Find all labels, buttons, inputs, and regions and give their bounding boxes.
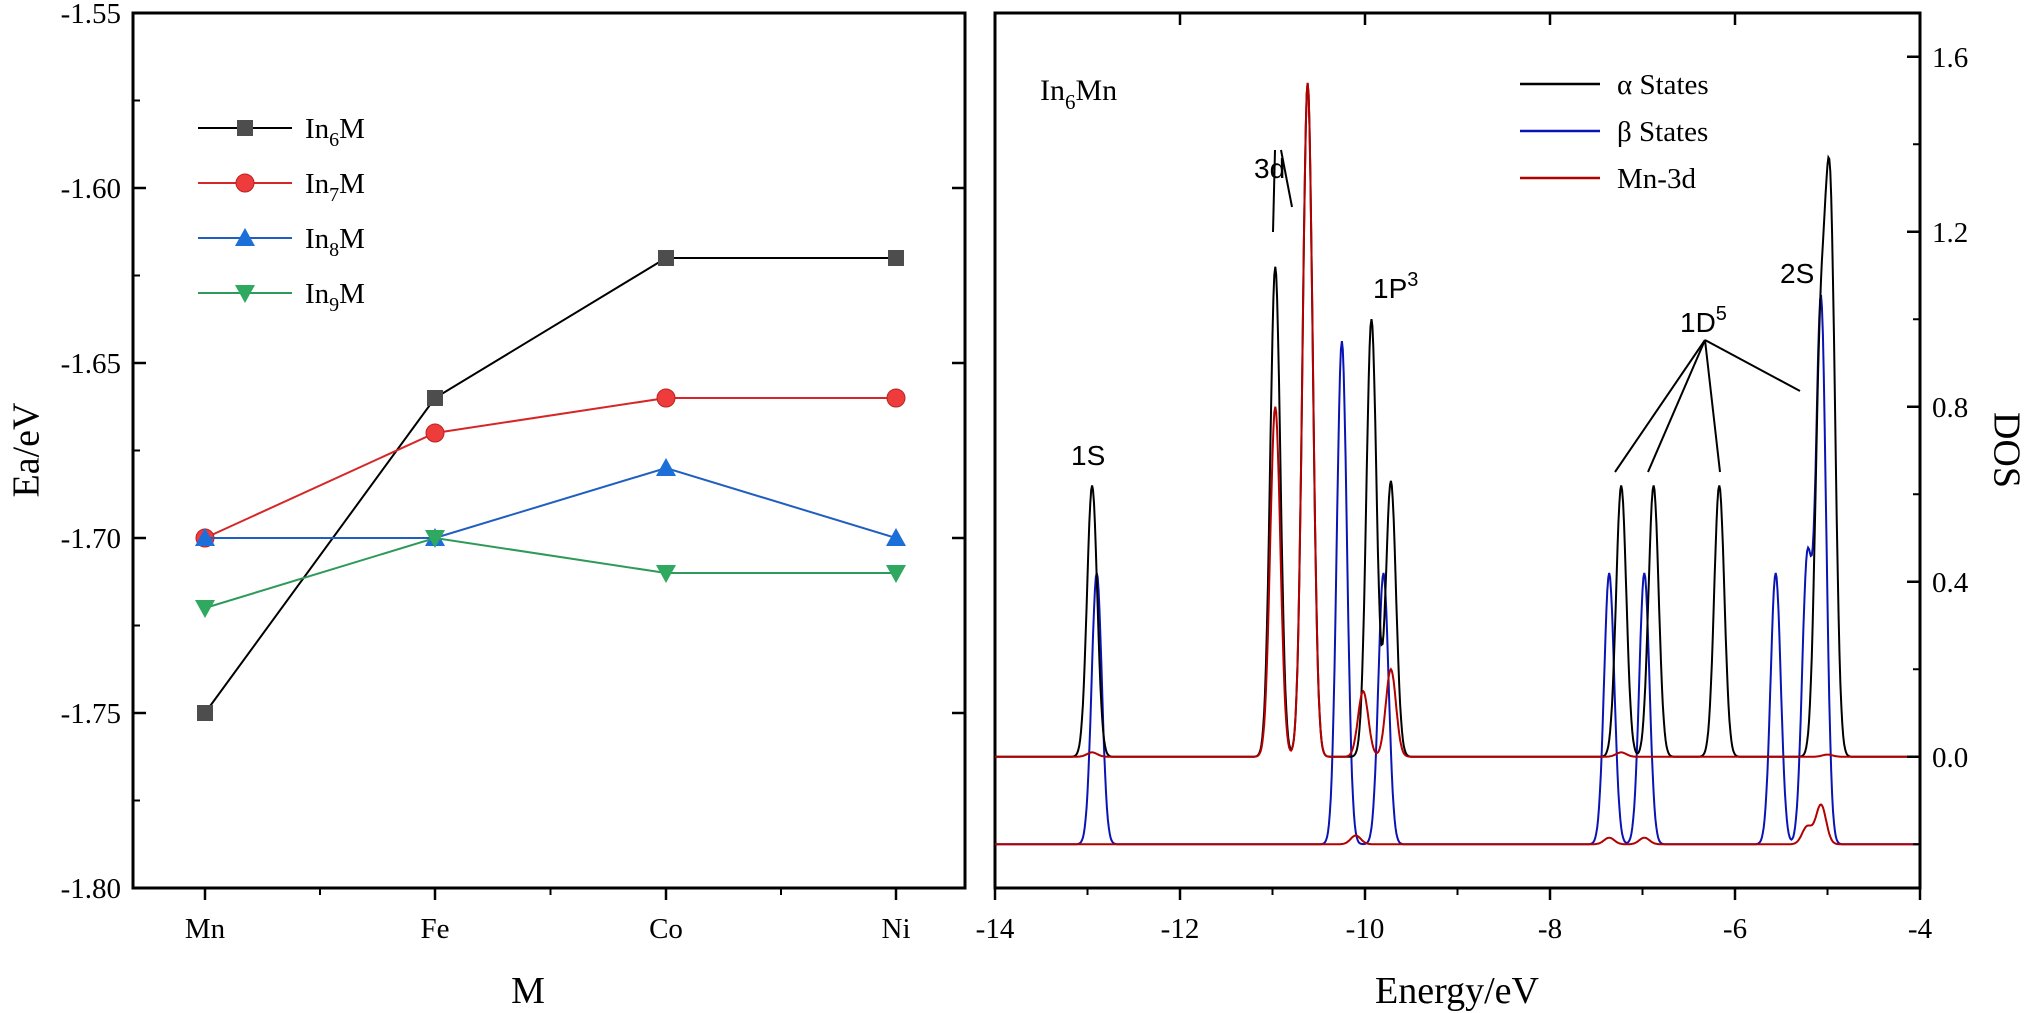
- dos-annotation-pointer: [1280, 149, 1293, 208]
- ea-x-tick-label: Fe: [421, 913, 450, 945]
- dos-legend: α States β States Mn-3d: [1520, 69, 1709, 195]
- ea-y-tick-label: -1.70: [61, 523, 121, 555]
- dos-legend-label: β States: [1617, 116, 1708, 148]
- ea-legend-marker: [237, 120, 253, 136]
- ea-legend-marker: [235, 285, 255, 303]
- dos-y-axis: 0.0 0.4 0.8 1.2 1.6: [1907, 42, 1969, 846]
- ea-legend-item: In9M: [198, 278, 365, 316]
- dos-annotation-pointer: [1614, 339, 1706, 473]
- dos-annotation: 3d: [1254, 149, 1293, 233]
- ea-legend-label: In8M: [305, 223, 365, 261]
- ea-data-point: [886, 528, 906, 546]
- ea-data-point: [425, 530, 445, 548]
- dos-annotation-pointer: [1272, 149, 1276, 233]
- dos-y-tick-label: 1.6: [1932, 42, 1968, 74]
- ea-series-line: [205, 466, 897, 539]
- dos-x-tick-label: -14: [976, 913, 1015, 945]
- ea-y-tick-label: -1.55: [61, 0, 121, 30]
- ea-series-0: [197, 250, 904, 721]
- dos-annotations: 1S 3d 1P3 1D5 2S: [1071, 149, 1814, 473]
- ea-y-tick-label: -1.60: [61, 173, 121, 205]
- ea-x-axis: Mn Fe Co Ni: [185, 888, 911, 945]
- ea-data-point: [656, 388, 676, 408]
- ea-chart-frame: [131, 11, 967, 890]
- dos-y-tick-label: 1.2: [1932, 217, 1968, 249]
- dos-mn3d-beta-line: [995, 803, 1920, 846]
- ea-data-point: [886, 565, 906, 583]
- ea-series-1: [195, 388, 906, 548]
- dos-legend-item: β States: [1520, 116, 1708, 148]
- ea-y-tick-label: -1.75: [61, 698, 121, 730]
- dos-annotation: 2S: [1780, 258, 1814, 289]
- dos-legend-item: Mn-3d: [1520, 163, 1696, 195]
- ea-data-point: [656, 458, 676, 476]
- dos-legend-label: α States: [1617, 69, 1709, 101]
- dos-annotation-pointer: [1704, 339, 1801, 392]
- ea-x-axis-label: M: [511, 970, 545, 1012]
- ea-data-point: [888, 250, 904, 266]
- dos-x-axis: -14 -12 -10 -8 -6 -4: [976, 13, 1933, 945]
- ea-y-tick-label: -1.80: [61, 873, 121, 905]
- dos-y-tick-label: 0.8: [1932, 392, 1968, 424]
- dos-legend-item: α States: [1520, 69, 1709, 101]
- ea-data-point: [195, 528, 215, 546]
- dos-legend-label: Mn-3d: [1617, 163, 1696, 195]
- dos-annotation-pointer: [1647, 339, 1706, 473]
- dos-annotation-label: 3d: [1254, 153, 1285, 184]
- dos-x-axis-label: Energy/eV: [1375, 970, 1539, 1012]
- dos-panel-title: In6Mn: [1040, 74, 1117, 114]
- dos-x-tick-label: -10: [1346, 913, 1385, 945]
- ea-legend-item: In6M: [198, 113, 365, 151]
- ea-y-axis-label: Ea/eV: [6, 402, 48, 498]
- dos-mn3d-alpha-line: [995, 82, 1920, 758]
- dos-x-tick-label: -4: [1908, 913, 1933, 945]
- ea-y-tick-label: -1.65: [61, 348, 121, 380]
- ea-legend-item: In7M: [198, 168, 365, 206]
- ea-data-point: [425, 423, 445, 443]
- ea-legend-item: In8M: [198, 223, 365, 261]
- dos-beta-states-line: [995, 294, 1920, 846]
- ea-series-2: [195, 458, 906, 546]
- ea-legend-label: In6M: [305, 113, 365, 151]
- ea-series-line: [204, 536, 896, 609]
- dos-y-tick-label: 0.0: [1932, 742, 1968, 774]
- ea-chart: -1.55-1.60-1.65-1.70-1.75-1.80 Mn Fe Co Ni …: [6, 0, 967, 1012]
- ea-data-point: [195, 600, 215, 618]
- ea-x-tick-label: Co: [649, 913, 683, 945]
- ea-data-point: [886, 388, 906, 408]
- ea-legend-marker: [235, 173, 255, 193]
- dos-y-axis-label: DOS: [1985, 412, 2027, 488]
- dos-annotation-label: 1P3: [1373, 269, 1418, 304]
- ea-legend-label: In7M: [305, 168, 365, 206]
- ea-data-point: [658, 250, 674, 266]
- ea-series-3: [195, 530, 906, 618]
- dos-y-tick-label: 0.4: [1932, 567, 1969, 599]
- dos-annotation: 1D5: [1614, 303, 1801, 473]
- dos-x-tick-label: -12: [1161, 913, 1200, 945]
- dos-annotation-label: 1S: [1071, 440, 1105, 471]
- dos-alpha-states-line: [995, 82, 1920, 758]
- dos-x-tick-label: -8: [1538, 913, 1562, 945]
- dos-annotation-label: 1D5: [1680, 303, 1727, 338]
- ea-data-point: [427, 390, 443, 406]
- ea-legend-label: In9M: [305, 278, 365, 316]
- dos-series: [995, 82, 1920, 846]
- ea-x-tick-label: Ni: [882, 913, 911, 945]
- dos-annotation: 1P3: [1373, 269, 1418, 304]
- ea-series: [195, 250, 906, 721]
- dos-annotation-label: 2S: [1780, 258, 1814, 289]
- ea-y-axis: -1.55 -1.60 -1.65 -1.70 -1.75 -1.80: [61, 0, 965, 905]
- dos-annotation-pointer: [1704, 339, 1721, 473]
- dos-annotation: 1S: [1071, 440, 1105, 471]
- dos-x-tick-label: -6: [1723, 913, 1747, 945]
- ea-data-point: [197, 705, 213, 721]
- ea-series-line: [204, 257, 896, 714]
- ea-x-tick-label: Mn: [185, 913, 226, 945]
- ea-legend: In6M In7M In8M In9M: [198, 113, 365, 316]
- dos-chart: -14 -12 -10 -8 -6 -4 0.0 0.4 0.8 1.2 1.6 α States…: [976, 11, 2027, 1012]
- ea-series-line: [204, 397, 896, 539]
- ea-legend-marker: [235, 228, 255, 246]
- ea-data-point: [656, 565, 676, 583]
